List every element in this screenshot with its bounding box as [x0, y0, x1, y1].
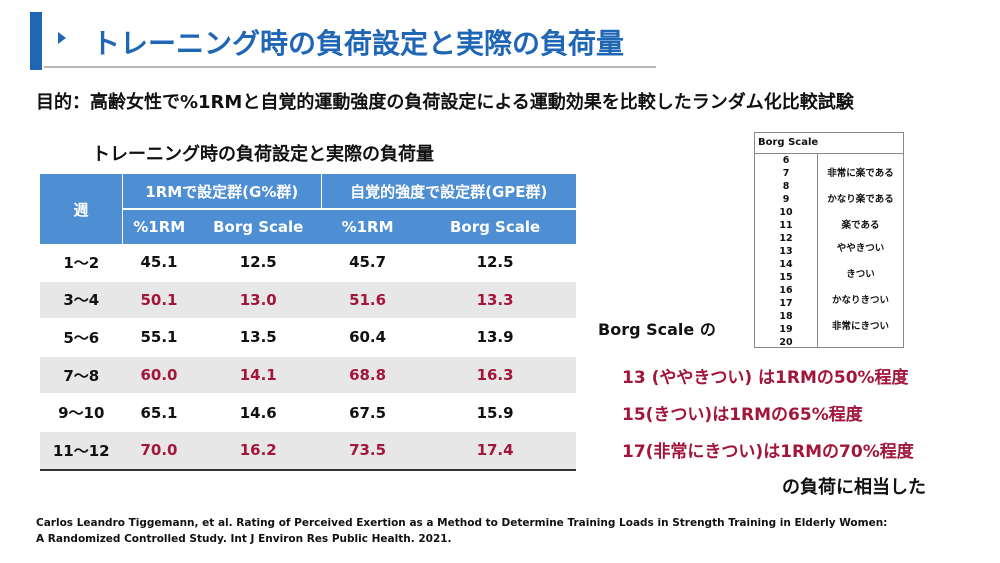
table-row: 11～12 70.0 16.2 73.5 17.4: [40, 431, 576, 471]
g-borg-cell: 16.2: [195, 431, 321, 471]
g-rm-cell: 65.1: [122, 393, 196, 432]
finding-item: 13 (ややきつい) は1RMの50%程度: [622, 368, 909, 388]
borg-column-divider: [817, 154, 818, 347]
table-row: 3～4 50.1 13.0 51.6 13.3: [40, 281, 576, 320]
table-row: 9～10 65.1 14.6 67.5 15.9: [40, 393, 576, 432]
table-row: 7～8 60.0 14.1 68.8 16.3: [40, 356, 576, 395]
gpe-borg-cell: 13.3: [414, 281, 576, 320]
borg-scale-title: Borg Scale: [755, 133, 903, 154]
g-rm-cell: 50.1: [122, 281, 196, 320]
borg-descriptor: 楽である: [841, 220, 880, 231]
title-underline: [44, 66, 656, 68]
gpe-rm-cell: 60.4: [321, 318, 415, 357]
citation-line: Carlos Leandro Tiggemann, et al. Rating …: [36, 517, 888, 529]
borg-descriptor: かなり楽である: [827, 194, 894, 205]
week-cell: 9～10: [40, 393, 123, 432]
table-row: 1～2 45.1 12.5 45.7 12.5: [40, 244, 576, 282]
week-cell: 3～4: [40, 281, 123, 320]
subheader-g-borg: Borg Scale: [195, 209, 321, 244]
borg-number: 12: [779, 233, 793, 244]
findings-label: Borg Scale の: [598, 320, 716, 339]
borg-scale-box: Borg Scale 6 7 8 9 10 11 12 13 14 15 16 …: [754, 132, 904, 348]
gpe-rm-cell: 45.7: [321, 244, 415, 282]
g-rm-cell: 70.0: [122, 431, 196, 471]
week-cell: 7～8: [40, 356, 123, 395]
subheader-gpe-rm: %1RM: [321, 209, 415, 244]
borg-number: 13: [779, 246, 793, 257]
g-borg-cell: 14.1: [195, 356, 321, 395]
week-cell: 5～6: [40, 318, 123, 357]
borg-number: 8: [782, 181, 790, 192]
gpe-rm-cell: 73.5: [321, 431, 415, 471]
slide-title: トレーニング時の負荷設定と実際の負荷量: [92, 27, 625, 60]
g-borg-cell: 13.0: [195, 281, 321, 320]
finding-item: 15(きつい)は1RMの65%程度: [622, 405, 863, 425]
g-borg-cell: 14.6: [195, 393, 321, 432]
borg-descriptor: きつい: [846, 269, 875, 280]
borg-number: 11: [779, 220, 793, 231]
load-table: 週 1RMで設定群(G%群) 自覚的強度で設定群(GPE群) %1RM Borg…: [40, 174, 576, 471]
subheader-gpe-borg: Borg Scale: [414, 209, 576, 244]
borg-descriptor: かなりきつい: [831, 295, 889, 306]
borg-number: 14: [779, 259, 793, 270]
week-header: 週: [40, 174, 123, 244]
title-accent-bar: [30, 12, 42, 70]
gpe-borg-cell: 13.9: [414, 318, 576, 357]
finding-item: 17(非常にきつい)は1RMの70%程度: [622, 442, 914, 462]
gpe-rm-cell: 51.6: [321, 281, 415, 320]
borg-number: 9: [782, 194, 790, 205]
citation-line: A Randomized Controlled Study. Int J Env…: [36, 533, 452, 545]
borg-number: 19: [779, 324, 793, 335]
borg-descriptor: 非常にきつい: [831, 321, 889, 332]
gpe-borg-cell: 16.3: [414, 356, 576, 395]
gpe-rm-cell: 67.5: [321, 393, 415, 432]
g-rm-cell: 60.0: [122, 356, 196, 395]
title-bullet-icon: [58, 32, 66, 44]
citation: Carlos Leandro Tiggemann, et al. Rating …: [36, 515, 887, 547]
borg-number: 16: [779, 285, 793, 296]
borg-number: 20: [779, 337, 793, 348]
borg-number: 18: [779, 311, 793, 322]
g-rm-cell: 55.1: [122, 318, 196, 357]
borg-number: 6: [782, 155, 790, 166]
table-title: トレーニング時の負荷設定と実際の負荷量: [92, 144, 434, 165]
g-borg-cell: 12.5: [195, 244, 321, 282]
g-rm-cell: 45.1: [122, 244, 196, 282]
gpe-borg-cell: 12.5: [414, 244, 576, 282]
g-borg-cell: 13.5: [195, 318, 321, 357]
week-cell: 1～2: [40, 244, 123, 282]
purpose-text: 目的：高齢女性で%1RMと自覚的運動強度の負荷設定による運動効果を比較したランダ…: [36, 92, 854, 113]
subheader-g-rm: %1RM: [122, 209, 196, 244]
borg-descriptor: 非常に楽である: [827, 168, 894, 179]
gpe-borg-cell: 15.9: [414, 393, 576, 432]
week-cell: 11～12: [40, 431, 123, 471]
group1-header: 1RMで設定群(G%群): [122, 174, 322, 210]
borg-number: 15: [779, 272, 793, 283]
borg-number: 17: [779, 298, 793, 309]
gpe-rm-cell: 68.8: [321, 356, 415, 395]
borg-number: 7: [782, 168, 790, 179]
gpe-borg-cell: 17.4: [414, 431, 576, 471]
borg-descriptor: ややきつい: [836, 243, 885, 254]
borg-scale-body: 6 7 8 9 10 11 12 13 14 15 16 17 18 19 20…: [755, 154, 903, 348]
table-row: 5～6 55.1 13.5 60.4 13.9: [40, 318, 576, 357]
borg-number: 10: [779, 207, 793, 218]
group2-header: 自覚的強度で設定群(GPE群): [321, 174, 576, 210]
findings-conclusion: の負荷に相当した: [782, 477, 926, 498]
